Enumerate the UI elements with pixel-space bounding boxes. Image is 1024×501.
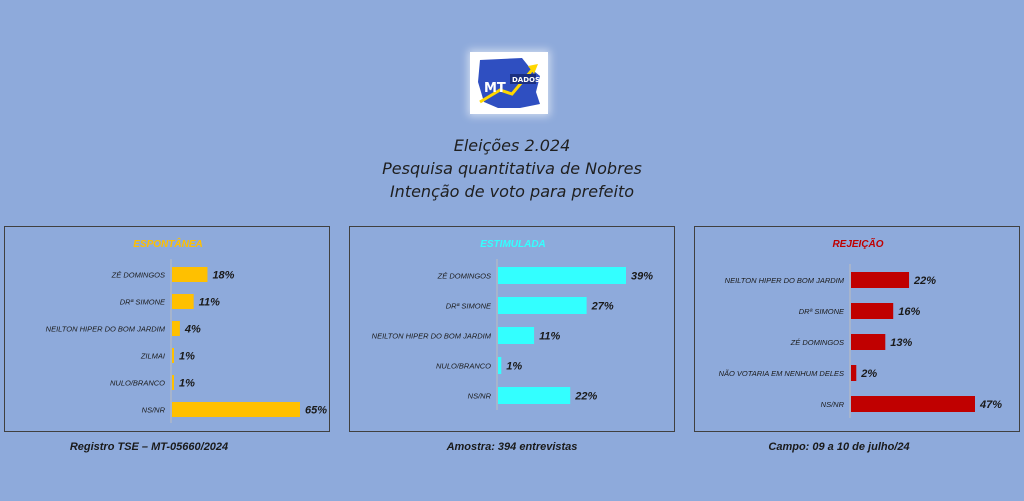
footer-registro: Registro TSE – MT-05660/2024 [69,441,229,453]
panel-estimulada: ESTIMULADA ZÉ DOMINGOS 39% DRª SIMONE 27% NEI… [349,226,675,432]
bar [172,375,174,390]
bar [498,297,587,314]
chart-estimulada: ESTIMULADA ZÉ DOMINGOS 39% DRª SIMONE 27% NEI… [372,239,653,410]
value-label: 13% [890,337,912,349]
value-label: 22% [913,275,936,287]
category-label: ZÉ DOMINGOS [790,338,844,347]
category-label: NS/NR [821,400,845,409]
headline: Eleições 2.024 Pesquisa quantitativa de … [0,134,1024,203]
category-label: ZILMAI [140,352,165,361]
value-label: 65% [305,405,327,417]
bar [851,272,910,288]
value-label: 4% [184,324,201,336]
chart-title-estimulada: ESTIMULADA [480,239,546,250]
bar [498,387,571,404]
category-label: NS/NR [468,392,492,401]
category-label: ZÉ DOMINGOS [437,272,491,281]
bar [851,365,857,381]
chart-espontanea: ESPONTÂNEA ZÉ DOMINGOS 18% DRª SIMONE 11% NEI… [46,237,327,423]
logo-mt-text: MT [484,81,506,96]
chart-title-espontanea: ESPONTÂNEA [133,237,202,250]
headline-line1: Eleições 2.024 [453,136,571,155]
value-label: 18% [212,270,234,282]
bar [172,267,208,282]
bar [498,267,626,284]
logo-dados-text: DADOS [512,76,540,84]
bar [172,402,300,417]
category-label: ZÉ DOMINGOS [111,271,165,280]
bar [172,294,194,309]
category-label: NS/NR [142,406,166,415]
category-label: NEILTON HIPER DO BOM JARDIM [725,276,845,285]
bar [851,303,894,319]
headline-line3: Intenção de voto para prefeito [389,182,635,201]
category-label: DRª SIMONE [799,307,845,316]
category-label: NÃO VOTARIA EM NENHUM DELES [719,369,844,378]
category-label: NEILTON HIPER DO BOM JARDIM [46,325,166,334]
category-label: NEILTON HIPER DO BOM JARDIM [372,332,492,341]
bar [172,348,174,363]
headline-line2: Pesquisa quantitativa de Nobres [382,159,642,178]
value-label: 1% [179,351,195,363]
category-label: NULO/BRANCO [110,379,165,388]
value-label: 27% [591,301,614,313]
chart-title-rejeicao: REJEIÇÃO [832,237,883,250]
value-label: 47% [979,399,1002,411]
value-label: 1% [179,378,195,390]
chart-rejeicao: REJEIÇÃO NEILTON HIPER DO BOM JARDIM 22% DR… [719,237,1002,418]
panel-rejeicao: REJEIÇÃO NEILTON HIPER DO BOM JARDIM 22% DR… [694,226,1020,432]
category-label: DRª SIMONE [120,298,166,307]
value-label: 16% [898,306,920,318]
footer-amostra: Amostra: 394 entrevistas [446,441,578,453]
value-label: 11% [539,331,560,343]
mt-dados-logo: MT DADOS [470,52,548,114]
category-label: NULO/BRANCO [436,362,491,371]
value-label: 1% [506,361,522,373]
footer-campo: Campo: 09 a 10 de julho/24 [768,441,910,453]
value-label: 39% [631,271,653,283]
bar [498,357,502,374]
bar [851,334,886,350]
value-label: 2% [860,368,877,380]
category-label: DRª SIMONE [446,302,492,311]
panel-espontanea: ESPONTÂNEA ZÉ DOMINGOS 18% DRª SIMONE 11% NEI… [4,226,330,432]
bar [172,321,180,336]
bar [498,327,535,344]
bar [851,396,975,412]
value-label: 11% [199,297,220,309]
value-label: 22% [574,391,597,403]
mt-dados-logo-icon: MT DADOS [470,52,548,114]
